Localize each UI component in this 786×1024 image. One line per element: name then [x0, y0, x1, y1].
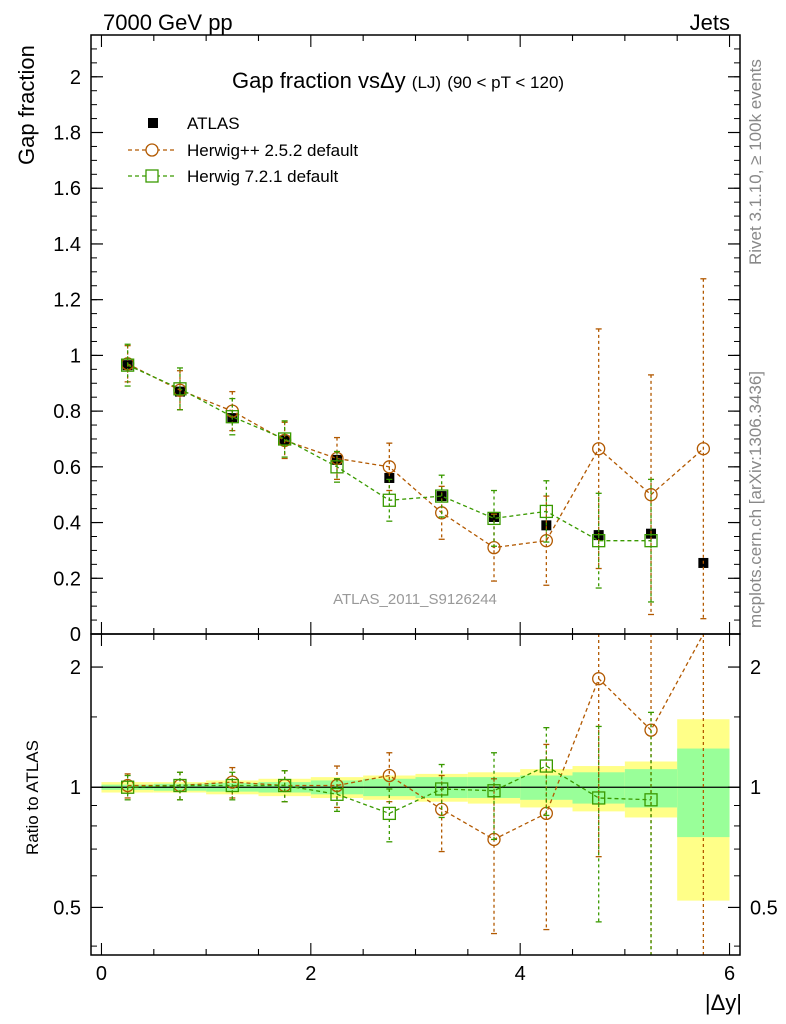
- ratio-herwigpp-line: [127, 633, 704, 841]
- ratio-herwig7-point: [539, 759, 553, 773]
- legend: ATLAS Herwig++ 2.5.2 default Herwig 7.2.…: [128, 114, 358, 186]
- main-y-tick-label: 0.8: [53, 401, 81, 423]
- ratio-y-axis-label: Ratio to ATLAS: [23, 740, 42, 855]
- x-tick-label: 6: [724, 963, 735, 985]
- main-y-tick-label: 0.4: [53, 513, 81, 535]
- ratio-herwig7-point: [225, 778, 239, 793]
- ratio-y-tick-label-right: 0.5: [750, 897, 778, 919]
- herwigpp-point: [539, 534, 553, 548]
- ratio-herwig7-point: [644, 793, 658, 807]
- ratio-band-inner: [624, 769, 678, 808]
- ratio-herwig7-line: [127, 765, 652, 815]
- legend-label-herwig7: Herwig 7.2.1 default: [187, 167, 338, 186]
- main-y-tick-label: 1.2: [53, 290, 81, 312]
- header-left-label: 7000 GeV pp: [103, 10, 233, 35]
- atlas-data-point: [384, 472, 395, 483]
- herwig7-point: [225, 410, 239, 424]
- axes-layer: 0 0.2 0.4 0.6 0.8 1 1.2 1.4 1.6 1.8 2 0 2 4 6 0.5 0.5 1 1 2…: [53, 34, 778, 985]
- analysis-watermark: ATLAS_2011_S9126244: [333, 591, 497, 608]
- ratio-series-layer: [91, 633, 740, 955]
- herwig7-point: [592, 534, 606, 548]
- main-y-axis-label: Gap fraction: [14, 45, 39, 165]
- main-y-tick-label: 1: [70, 345, 81, 367]
- herwigpp-point: [382, 460, 396, 474]
- main-y-tick-label: 0: [70, 624, 81, 646]
- herwig7-point: [487, 511, 501, 526]
- ratio-herwig7-point: [592, 791, 606, 805]
- main-title-text: Gap fraction vsΔy: [232, 68, 406, 93]
- herwig7-point: [330, 460, 344, 474]
- main-title-range: (90 < pT < 120): [447, 73, 564, 92]
- ratio-herwig7-point: [382, 806, 396, 821]
- main-title-sub: (LJ): [412, 73, 441, 92]
- herwigpp-point: [644, 488, 658, 502]
- herwig7-point: [539, 504, 553, 519]
- x-axis-label: |Δy|: [705, 990, 742, 1015]
- main-plot-title: Gap fraction vsΔy (LJ) (90 < pT < 120): [232, 68, 564, 93]
- ratio-herwig7-point: [330, 787, 344, 801]
- herwigpp-point: [696, 442, 711, 456]
- legend-label-herwigpp: Herwig++ 2.5.2 default: [187, 141, 358, 160]
- ratio-y-tick-label-left: 2: [70, 657, 81, 679]
- ratio-herwig7-point: [120, 780, 135, 794]
- x-tick-label: 0: [96, 963, 107, 985]
- main-y-tick-label: 1.8: [53, 123, 81, 145]
- ratio-y-tick-label-left: 1: [70, 777, 81, 799]
- ratio-herwigpp-point: [382, 768, 396, 783]
- herwigpp-point: [592, 442, 606, 456]
- ratio-y-tick-label-right: 2: [750, 657, 761, 679]
- legend-marker-herwigpp: [145, 143, 159, 157]
- main-y-tick-label: 2: [70, 67, 81, 89]
- main-y-tick-label: 0.2: [53, 568, 81, 590]
- herwig7-point: [644, 534, 658, 548]
- x-tick-label: 4: [515, 963, 526, 985]
- mcplots-label: mcplots.cern.ch [arXiv:1306.3436]: [746, 371, 765, 628]
- ratio-herwig7-point: [173, 778, 187, 793]
- ratio-herwig7-point: [278, 778, 292, 793]
- herwig7-point: [435, 489, 449, 503]
- herwig7-point: [278, 432, 292, 446]
- ratio-herwig7-point: [435, 782, 449, 796]
- herwig7-point: [173, 382, 187, 396]
- main-series-layer: [120, 278, 711, 620]
- rivet-version-label: Rivet 3.1.10, ≥ 100k events: [746, 59, 765, 265]
- header-right-label: Jets: [690, 10, 730, 35]
- legend-label-atlas: ATLAS: [187, 114, 240, 133]
- main-y-tick-label: 0.6: [53, 457, 81, 479]
- herwigpp-point: [487, 540, 501, 555]
- ratio-y-tick-label-left: 0.5: [53, 897, 81, 919]
- ratio-herwigpp-point: [644, 723, 658, 737]
- main-y-tick-label: 1.6: [53, 178, 81, 200]
- legend-marker-herwig7: [145, 169, 159, 183]
- ratio-y-tick-label-right: 1: [750, 777, 761, 799]
- main-y-tick-label: 1.4: [53, 234, 81, 256]
- herwig7-point: [382, 493, 396, 507]
- legend-marker-atlas: [148, 118, 158, 128]
- ratio-herwig7-point: [487, 784, 501, 798]
- herwig7-point: [120, 358, 135, 372]
- x-tick-label: 2: [305, 963, 316, 985]
- ratio-herwigpp-point: [592, 672, 606, 686]
- herwigpp-line: [127, 363, 704, 549]
